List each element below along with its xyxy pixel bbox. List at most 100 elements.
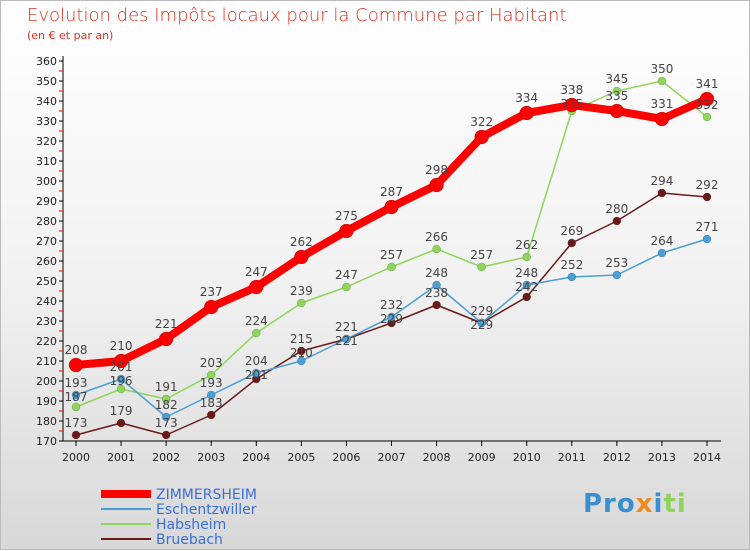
data-label: 193 (65, 376, 88, 390)
data-point (477, 262, 486, 272)
data-label: 331 (650, 97, 673, 111)
data-point (567, 238, 577, 248)
data-point (203, 299, 219, 315)
y-tick-label: 290 (36, 195, 57, 208)
y-tick-label: 250 (36, 275, 57, 288)
legend-label: Eschentzwiller (156, 502, 257, 518)
data-point (657, 188, 667, 198)
data-label: 335 (560, 97, 583, 111)
data-point (116, 384, 126, 394)
data-label: 173 (65, 416, 88, 430)
data-point (612, 270, 622, 280)
data-point (113, 353, 129, 369)
x-tick-label: 2008 (423, 451, 451, 464)
data-label: 294 (650, 174, 673, 188)
x-tick-label: 2014 (693, 451, 721, 464)
data-point (71, 430, 81, 440)
data-label: 183 (200, 396, 223, 410)
data-point (477, 318, 486, 328)
data-point (342, 282, 351, 292)
data-point (161, 430, 171, 440)
y-tick-label: 320 (36, 135, 57, 148)
x-tick-label: 2012 (603, 451, 631, 464)
data-label: 221 (335, 334, 358, 348)
legend-label: Habsheim (156, 517, 226, 533)
proxiti-logo: Proxiti (583, 489, 687, 519)
data-point (432, 300, 441, 310)
data-label: 173 (155, 416, 178, 430)
data-point (564, 97, 580, 113)
data-label: 350 (650, 62, 673, 76)
data-point (297, 346, 306, 356)
y-tick-label: 340 (36, 95, 57, 108)
data-label: 229 (470, 304, 493, 318)
data-point (339, 223, 354, 239)
data-point (432, 244, 441, 254)
data-label: 182 (155, 398, 178, 412)
data-label: 257 (470, 248, 493, 262)
data-label: 224 (245, 314, 268, 328)
x-tick-label: 2002 (152, 451, 180, 464)
data-point (249, 279, 264, 295)
data-point (71, 390, 81, 400)
data-point (116, 374, 126, 384)
data-label: 262 (290, 235, 313, 249)
data-label: 247 (245, 265, 268, 279)
data-label: 335 (605, 89, 628, 103)
data-label: 191 (155, 380, 178, 394)
y-tick-label: 330 (36, 115, 57, 128)
y-tick-label: 300 (36, 175, 57, 188)
data-label: 208 (65, 343, 88, 357)
data-point (387, 262, 396, 272)
data-label: 248 (515, 266, 538, 280)
x-tick-label: 2010 (513, 451, 541, 464)
data-point (387, 312, 396, 322)
data-label: 287 (380, 185, 403, 199)
data-label: 334 (515, 91, 538, 105)
data-label: 179 (110, 404, 133, 418)
y-tick-label: 170 (36, 435, 57, 448)
data-label: 248 (425, 266, 448, 280)
data-point (702, 192, 712, 202)
data-point (342, 334, 351, 344)
data-point (612, 216, 622, 226)
y-tick-label: 260 (36, 255, 57, 268)
data-label: 239 (290, 284, 313, 298)
y-tick-label: 200 (36, 375, 57, 388)
data-point (522, 280, 531, 290)
data-label: 238 (425, 286, 448, 300)
data-label: 266 (425, 230, 448, 244)
data-label: 196 (110, 374, 133, 388)
chart-title: Evolution des Impôts locaux pour la Comm… (27, 5, 567, 26)
data-point (429, 177, 444, 193)
data-point (474, 129, 489, 145)
data-point (116, 418, 126, 428)
data-point (612, 86, 622, 96)
data-label: 201 (110, 360, 133, 374)
data-label: 201 (245, 368, 268, 382)
legend-label: Bruebach (156, 532, 223, 548)
data-point (206, 370, 216, 380)
data-label: 232 (380, 298, 403, 312)
data-label: 229 (470, 318, 493, 332)
legend-label: ZIMMERSHEIM (156, 487, 257, 503)
x-tick-label: 2011 (558, 451, 586, 464)
y-tick-label: 220 (36, 335, 57, 348)
data-point (252, 368, 261, 378)
data-label: 280 (605, 202, 628, 216)
data-point (206, 390, 216, 400)
y-tick-label: 180 (36, 415, 57, 428)
data-point (68, 357, 84, 373)
x-tick-label: 2007 (378, 451, 406, 464)
data-point (567, 272, 577, 282)
x-tick-label: 2009 (468, 451, 496, 464)
data-point (71, 402, 81, 412)
data-point (384, 199, 399, 215)
data-point (657, 76, 667, 86)
data-point (297, 356, 306, 366)
x-tick-label: 2003 (197, 451, 225, 464)
data-label: 269 (560, 224, 583, 238)
y-tick-label: 280 (36, 215, 57, 228)
x-tick-label: 2006 (332, 451, 360, 464)
data-point (522, 292, 531, 302)
